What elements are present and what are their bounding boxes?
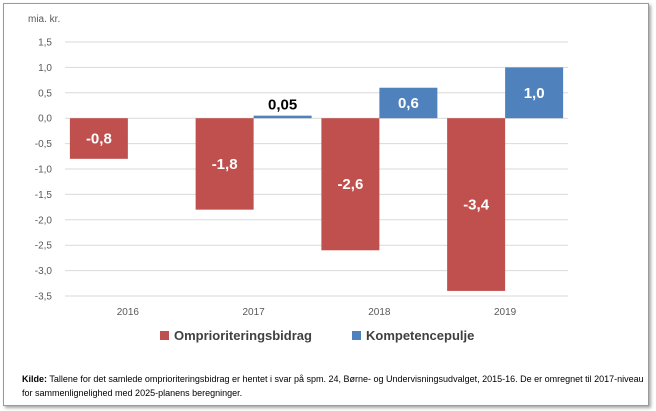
x-tick-label: 2016 — [117, 307, 140, 318]
legend-label: Kompetencepulje — [366, 328, 474, 343]
data-label: 1,0 — [524, 85, 545, 102]
y-tick-label: 0,5 — [38, 88, 52, 99]
bar-kompetencepulje-2019 — [505, 67, 564, 119]
y-tick-label: 1,5 — [38, 38, 52, 49]
y-tick-label: -3,0 — [35, 266, 53, 277]
x-tick-label: 2018 — [368, 307, 391, 318]
x-tick-label: 2019 — [494, 307, 517, 318]
x-tick-label: 2017 — [243, 307, 266, 318]
data-label: -0,8 — [86, 131, 112, 148]
legend-label: Omprioriteringsbidrag — [174, 328, 312, 343]
y-tick-label: -1,0 — [35, 165, 53, 176]
legend-swatch — [352, 331, 361, 340]
data-label: -2,6 — [337, 176, 363, 193]
y-tick-label: -0,5 — [35, 139, 53, 150]
y-axis-unit-label: mia. kr. — [28, 14, 60, 25]
y-tick-label: -3,5 — [35, 292, 53, 303]
bar-omprioriteringsbidrag-2018 — [321, 118, 380, 251]
bar-kompetencepulje-2017 — [253, 115, 312, 119]
y-tick-label: -2,5 — [35, 241, 53, 252]
legend-swatch — [160, 331, 169, 340]
source-note: Kilde: Tallene for det samlede ompriorit… — [22, 372, 646, 400]
y-tick-label: -2,0 — [35, 215, 53, 226]
bar-omprioriteringsbidrag-2017 — [195, 118, 254, 210]
bar-omprioriteringsbidrag-2019 — [447, 118, 506, 291]
data-label: 0,6 — [398, 95, 419, 112]
y-tick-label: 1,0 — [38, 63, 52, 74]
bar-kompetencepulje-2018 — [379, 87, 438, 119]
data-label: 0,05 — [268, 97, 297, 114]
bar-omprioriteringsbidrag-2016 — [69, 118, 128, 159]
y-tick-label: -1,5 — [35, 190, 53, 201]
data-label: -1,8 — [212, 156, 238, 173]
y-tick-label: 0,0 — [38, 114, 52, 125]
source-label: Kilde: — [22, 374, 48, 384]
data-label: -3,4 — [463, 197, 490, 214]
source-text: Tallene for det samlede omprioriteringsb… — [22, 374, 644, 398]
